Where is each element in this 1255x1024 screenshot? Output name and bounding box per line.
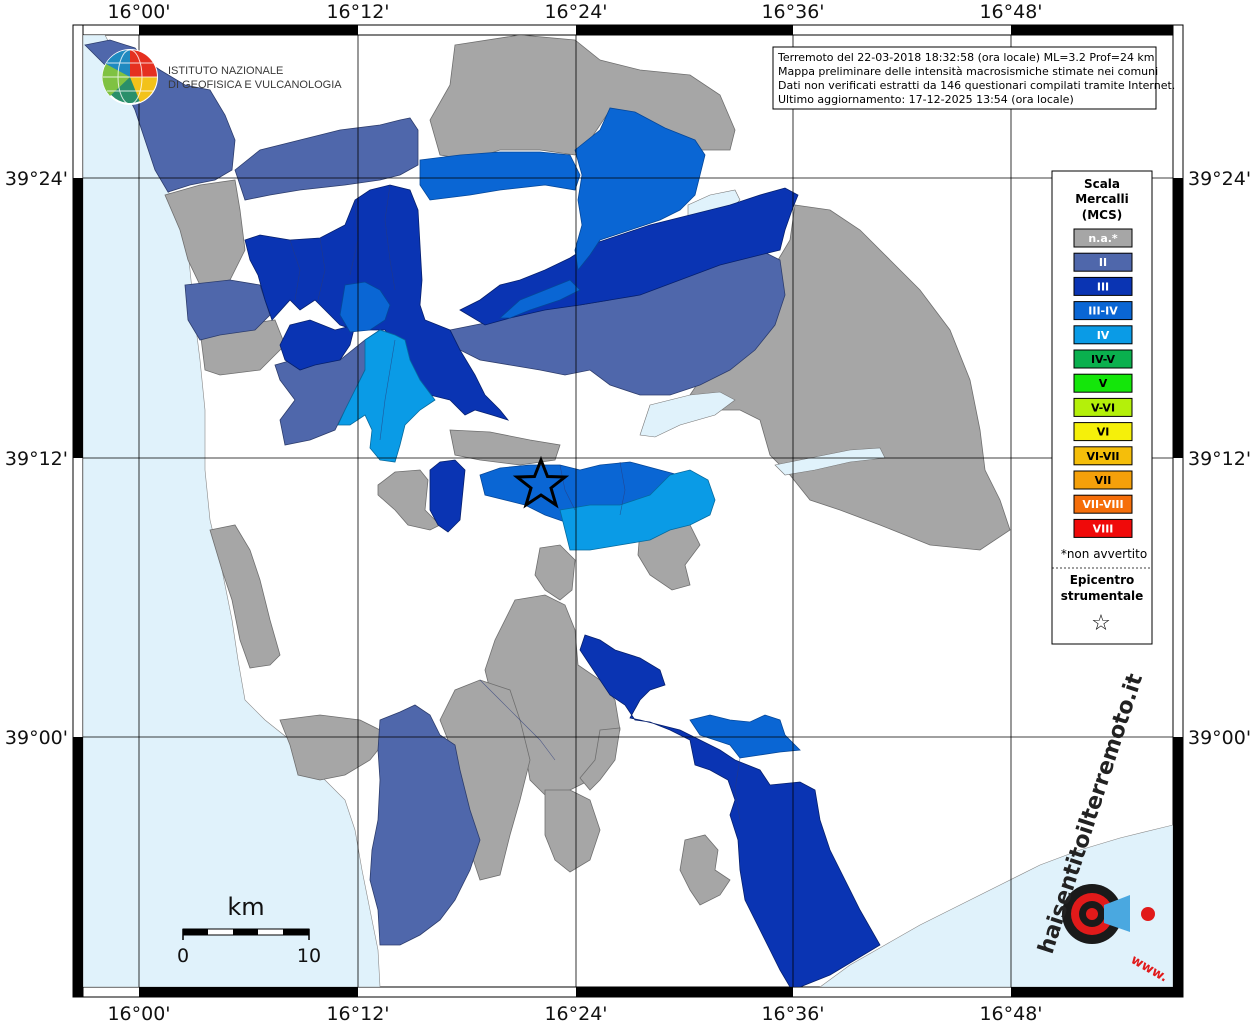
- legend-label-11: VII-VIII: [1082, 498, 1123, 511]
- legend-label-5: IV-V: [1091, 353, 1116, 366]
- ingv-logo-line2: DI GEOFISICA E VULCANOLOGIA: [168, 79, 342, 91]
- legend-swatch-0: [1073, 228, 1133, 248]
- lon-label-top-1: 16°00': [107, 1, 170, 23]
- info-box: Terremoto del 22-03-2018 18:32:58 (ora l…: [772, 46, 1175, 110]
- legend-label-8: VI: [1097, 426, 1110, 439]
- info-line-4: Ultimo aggiornamento: 17-12-2025 13:54 (…: [778, 93, 1074, 106]
- lat-label-right-2: 39°12': [1188, 448, 1251, 470]
- legend-label-3: III-IV: [1088, 305, 1118, 318]
- legend-star-icon: ☆: [1091, 611, 1111, 636]
- lat-label-right-1: 39°24': [1188, 168, 1251, 190]
- legend-title-3: (MCS): [1082, 208, 1123, 222]
- scale-max: 10: [297, 945, 321, 967]
- legend-label-1: II: [1099, 256, 1107, 269]
- legend-title-1: Scala: [1084, 177, 1120, 191]
- scale-bar: km 0 10: [177, 893, 321, 967]
- sea-east: [819, 824, 1173, 987]
- lon-label-bottom-4: 16°36': [761, 1003, 824, 1024]
- boundary-lines: [289, 184, 741, 821]
- legend-swatch-2: [1073, 276, 1133, 296]
- lat-label-left-2: 39°12': [5, 448, 68, 470]
- info-line-3: Dati non verificati estratti da 146 ques…: [778, 79, 1175, 92]
- lon-labels-bottom: 16°00' 16°12' 16°24' 16°36' 16°48': [107, 1003, 1042, 1024]
- scale-min: 0: [177, 945, 189, 967]
- legend-swatch-9: [1073, 446, 1133, 466]
- legend-label-7: V-VI: [1091, 401, 1115, 414]
- legend-label-12: VIII: [1093, 522, 1114, 535]
- lakes: [639, 189, 886, 476]
- legend-swatch-5: [1073, 349, 1133, 369]
- legend-swatch-1: [1073, 252, 1133, 272]
- legend-title-2: Mercalli: [1075, 192, 1129, 206]
- legend-swatch-12: [1073, 518, 1133, 538]
- lat-label-left-3: 39°00': [5, 727, 68, 749]
- legend-epicenter-2: strumentale: [1061, 589, 1144, 603]
- ingv-logo-line1: ISTITUTO NAZIONALE: [168, 65, 283, 77]
- legend-swatch-11: [1073, 494, 1133, 514]
- lat-label-right-3: 39°00': [1188, 727, 1251, 749]
- legend-swatch-10: [1073, 470, 1133, 490]
- lat-labels-right: 39°24' 39°12' 39°00': [1188, 168, 1251, 749]
- epicenter-star-icon: [512, 455, 570, 509]
- lon-label-bottom-3: 16°24': [544, 1003, 607, 1024]
- legend-label-6: V: [1099, 377, 1108, 390]
- legend-label-0: n.a.*: [1088, 232, 1118, 245]
- lon-label-bottom-5: 16°48': [979, 1003, 1042, 1024]
- legend-swatch-4: [1073, 325, 1133, 345]
- info-line-2: Mappa preliminare delle intensità macros…: [778, 65, 1158, 78]
- info-line-1: Terremoto del 22-03-2018 18:32:58 (ora l…: [777, 51, 1155, 64]
- lon-label-bottom-1: 16°00': [107, 1003, 170, 1024]
- legend-swatch-8: [1073, 422, 1133, 442]
- legend-swatch-6: [1073, 373, 1133, 393]
- legend-label-9: VI-VII: [1086, 450, 1119, 463]
- lon-labels-top: 16°00' 16°12' 16°24' 16°36' 16°48': [107, 1, 1042, 23]
- legend-epicenter-1: Epicentro: [1070, 573, 1135, 587]
- lon-label-top-2: 16°12': [326, 1, 389, 23]
- lon-label-top-3: 16°24': [544, 1, 607, 23]
- lat-labels-left: 39°24' 39°12' 39°00': [5, 168, 68, 749]
- legend-note: *non avvertito: [1061, 547, 1147, 561]
- lon-label-top-5: 16°48': [979, 1, 1042, 23]
- legend-swatch-7: [1073, 397, 1133, 417]
- legend-items: n.a.*IIIIIIII-IVIVIV-VVV-VIVIVI-VIIVIIVI…: [1073, 228, 1133, 538]
- legend-label-10: VII: [1095, 474, 1112, 487]
- municipalities-iv: [337, 329, 716, 551]
- legend-label-4: IV: [1097, 329, 1110, 342]
- lon-label-bottom-2: 16°12': [326, 1003, 389, 1024]
- legend-swatch-3: [1073, 301, 1133, 321]
- graticule: [83, 35, 1173, 987]
- lat-label-left-1: 39°24': [5, 168, 68, 190]
- lon-label-top-4: 16°36': [761, 1, 824, 23]
- legend-label-2: III: [1097, 280, 1109, 293]
- legend: Scala Mercalli (MCS) n.a.*IIIIIIII-IVIVI…: [1051, 170, 1153, 645]
- scale-unit: km: [227, 893, 264, 921]
- ingv-logo: ISTITUTO NAZIONALE DI GEOFISICA E VULCAN…: [102, 49, 342, 105]
